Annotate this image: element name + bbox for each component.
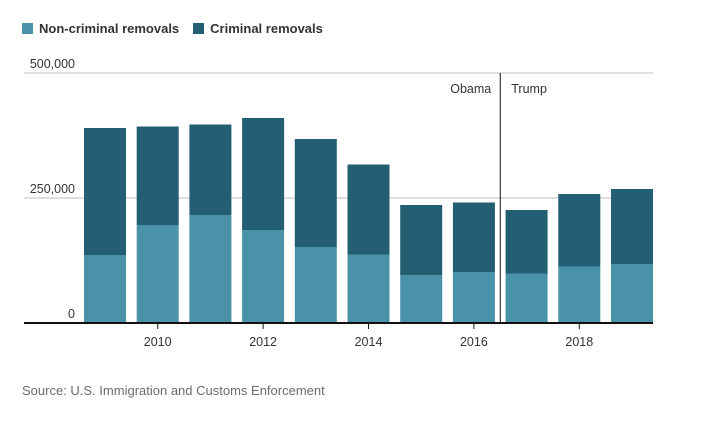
bar-criminal	[505, 210, 548, 274]
bar-criminal	[136, 126, 179, 225]
y-tick-label: 250,000	[30, 182, 75, 196]
legend-item-criminal: Criminal removals	[193, 21, 323, 36]
bar-non-criminal	[294, 247, 337, 323]
bar-criminal	[558, 194, 601, 267]
bar-criminal	[242, 118, 285, 230]
bar-criminal	[611, 189, 653, 264]
bar-criminal	[84, 128, 126, 255]
bar-non-criminal	[611, 264, 653, 323]
bar-non-criminal	[452, 272, 495, 323]
annotation-obama: Obama	[450, 82, 491, 96]
bar-criminal	[294, 139, 337, 247]
legend-swatch-non-criminal	[22, 23, 33, 34]
x-tick-label: 2012	[249, 335, 277, 349]
bar-criminal	[400, 205, 443, 275]
annotation-trump: Trump	[511, 82, 547, 96]
source-note: Source: U.S. Immigration and Customs Enf…	[22, 383, 325, 398]
bar-criminal	[347, 164, 390, 255]
y-tick-label: 0	[68, 307, 75, 321]
legend-label-criminal: Criminal removals	[210, 21, 323, 36]
bar-non-criminal	[136, 225, 179, 323]
bar-non-criminal	[558, 266, 601, 323]
x-tick-label: 2014	[355, 335, 383, 349]
bar-non-criminal	[242, 230, 285, 323]
legend: Non-criminal removals Criminal removals	[22, 21, 323, 36]
legend-label-non-criminal: Non-criminal removals	[39, 21, 180, 36]
bar-non-criminal	[400, 275, 443, 323]
legend-swatch-criminal	[193, 23, 205, 34]
bar-non-criminal	[189, 215, 232, 323]
bar-criminal	[452, 202, 495, 272]
x-tick-label: 2018	[565, 335, 593, 349]
x-tick-label: 2010	[144, 335, 172, 349]
bar-non-criminal	[84, 255, 126, 323]
bar-criminal	[189, 124, 232, 215]
y-tick-label: 500,000	[30, 57, 75, 71]
bar-non-criminal	[347, 254, 390, 323]
legend-item-non-criminal: Non-criminal removals	[22, 21, 179, 36]
bar-non-criminal	[505, 273, 548, 323]
x-tick-label: 2016	[460, 335, 488, 349]
